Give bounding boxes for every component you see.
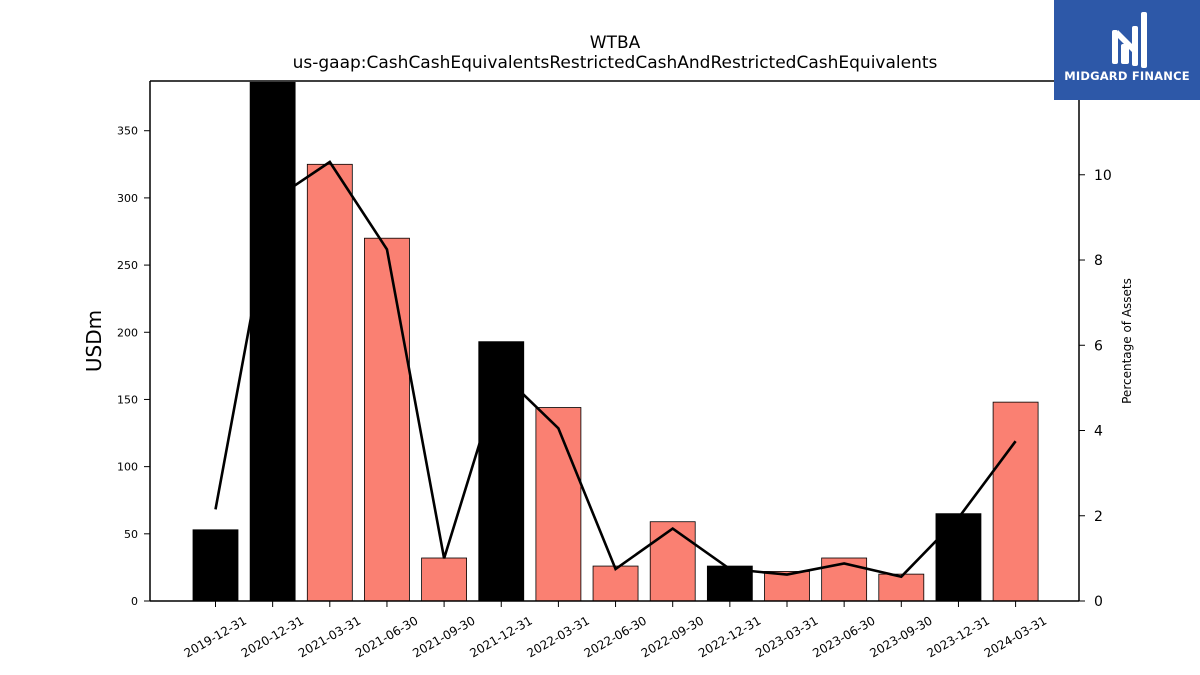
left-axis-ticks: 0 50 100 150 200 250 300 350 <box>117 125 150 608</box>
y-tick-label: 350 <box>117 125 138 138</box>
bar-2022-06-30 <box>592 565 639 602</box>
x-tick-label: 2019-12-31 <box>182 613 249 660</box>
x-tick-label: 2021-06-30 <box>353 613 420 660</box>
y-tick-label: 250 <box>117 259 138 272</box>
bar-2021-06-30 <box>364 237 410 602</box>
chart-subtitle: us-gaap:CashCashEquivalentsRestrictedCas… <box>293 53 938 73</box>
x-axis-ticks: 2019-12-312020-12-312021-03-312021-06-30… <box>182 601 1049 660</box>
x-tick-label: 2021-03-31 <box>296 613 363 660</box>
y2-tick-label: 8 <box>1094 253 1103 269</box>
x-tick-label: 2022-09-30 <box>639 613 706 660</box>
x-tick-label: 2023-03-31 <box>753 613 820 660</box>
x-tick-label: 2022-03-31 <box>524 613 591 660</box>
bar-2022-12-31 <box>706 565 753 602</box>
y-tick-label: 200 <box>117 326 138 339</box>
bar-2021-03-31 <box>306 163 353 602</box>
x-tick-label: 2021-12-31 <box>467 613 534 660</box>
bar-2021-12-31 <box>478 341 525 602</box>
x-tick-label: 2024-03-31 <box>982 613 1049 660</box>
x-tick-label: 2020-12-31 <box>239 613 306 660</box>
right-axis-ticks: 0 2 4 6 8 10 <box>1079 168 1112 610</box>
chart-title: WTBA <box>590 33 641 53</box>
x-tick-label: 2023-09-30 <box>867 613 934 660</box>
y-tick-label: 50 <box>124 528 138 541</box>
y2-tick-label: 2 <box>1094 509 1103 525</box>
x-tick-label: 2023-12-31 <box>925 613 992 660</box>
bar-2023-03-31 <box>764 571 810 602</box>
y2-axis-label: Percentage of Assets <box>1120 278 1134 404</box>
percentage-line-series <box>214 160 1017 579</box>
bar-2019-12-31 <box>192 529 239 602</box>
x-tick-label: 2023-06-30 <box>810 613 877 660</box>
bar-2023-12-31 <box>935 513 982 602</box>
y-tick-label: 300 <box>117 192 138 205</box>
x-tick-label: 2021-09-30 <box>410 613 477 660</box>
bar-2023-09-30 <box>878 573 925 602</box>
y2-tick-label: 4 <box>1094 424 1103 440</box>
y2-tick-label: 0 <box>1094 594 1103 610</box>
midgard-finance-logo: MIDGARD FINANCE <box>1054 0 1200 100</box>
bar-2020-12-31 <box>249 81 296 602</box>
logo-text: MIDGARD FINANCE <box>1064 69 1190 83</box>
y2-tick-label: 10 <box>1094 168 1112 184</box>
y2-tick-label: 6 <box>1094 338 1103 354</box>
y-tick-label: 0 <box>131 595 138 608</box>
bar-2024-03-31 <box>992 401 1039 602</box>
bar-2021-09-30 <box>421 557 468 602</box>
x-tick-label: 2022-12-31 <box>696 613 763 660</box>
bar-2022-03-31 <box>535 407 582 602</box>
y-tick-label: 150 <box>117 393 138 406</box>
bar-2022-09-30 <box>649 521 696 602</box>
y-axis-label: USDm <box>82 310 106 372</box>
y-tick-label: 100 <box>117 461 138 474</box>
axes <box>149 80 1080 602</box>
bar-series <box>192 81 1039 602</box>
x-tick-label: 2022-06-30 <box>582 613 649 660</box>
midgard-logo-icon <box>1112 12 1147 68</box>
